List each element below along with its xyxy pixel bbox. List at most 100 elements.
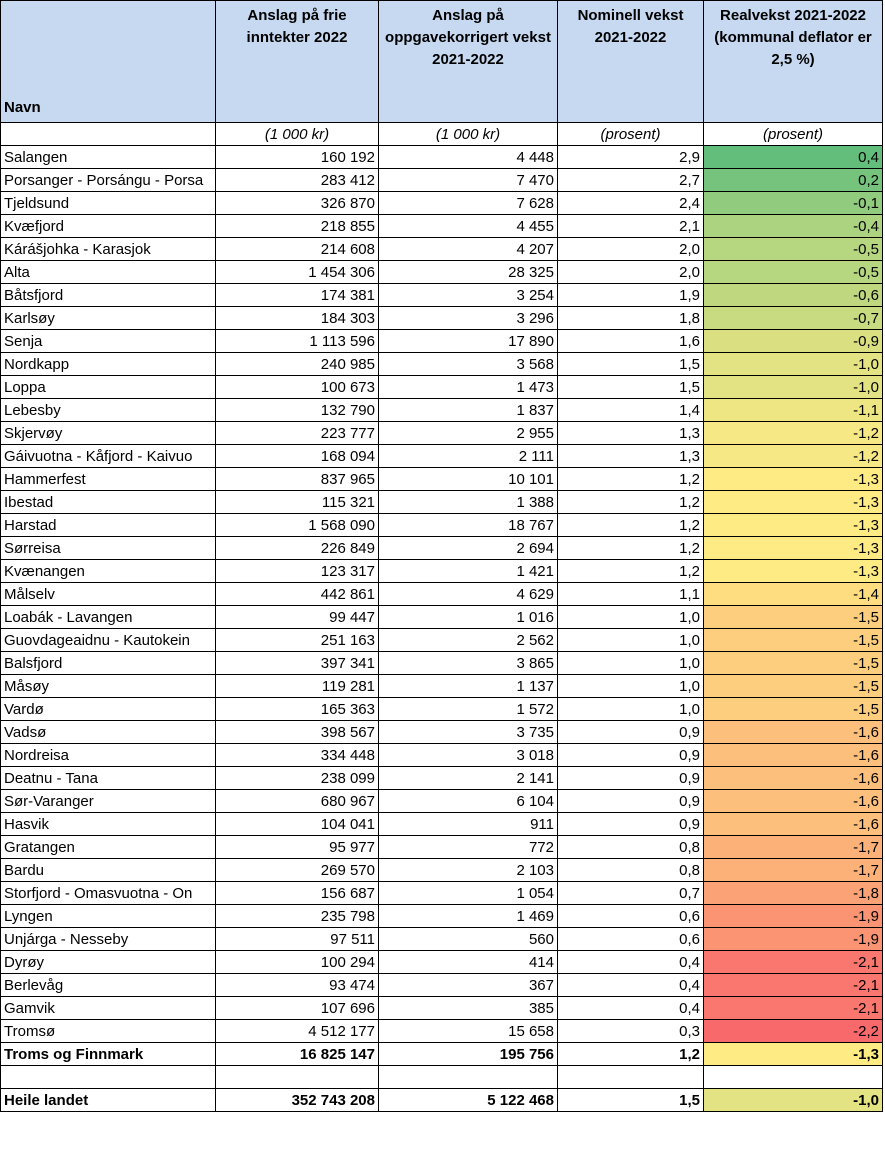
table-cell: 1 113 596 [215,329,379,353]
table-cell: Lebesby [0,398,216,422]
table-cell: 235 798 [215,904,379,928]
data-row: Hammerfest 837 965 10 101 1,2 -1,3 [0,467,883,491]
table-cell: 1,2 [557,559,704,583]
table-cell: 2,0 [557,260,704,284]
data-row: Tjeldsund 326 870 7 628 2,4 -0,1 [0,191,883,215]
table-cell: 119 281 [215,674,379,698]
table-cell: 4 448 [378,145,558,169]
data-table: Navn Anslag på frie inntekter 2022 Anslag … [0,0,883,1112]
table-cell: -1,6 [703,812,883,836]
table-cell: Anslag på oppgavekorrigert vekst 2021-20… [378,0,558,123]
table-cell: -2,1 [703,973,883,997]
data-row: Storfjord - Omasvuotna - On 156 687 1 054 0… [0,881,883,905]
table-cell: 0,9 [557,743,704,767]
table-cell: 1,3 [557,421,704,445]
table-cell: Skjervøy [0,421,216,445]
table-cell: -1,3 [703,559,883,583]
table-cell: 1 388 [378,490,558,514]
data-row: Kárášjohka - Karasjok 214 608 4 207 2,0 -0,5 [0,237,883,261]
table-cell: Gratangen [0,835,216,859]
table-cell: 132 790 [215,398,379,422]
table-cell: -1,5 [703,651,883,675]
table-cell: 4 512 177 [215,1019,379,1043]
table-cell: 0,6 [557,927,704,951]
table-cell: 1,0 [557,674,704,698]
data-row: Karlsøy 184 303 3 296 1,8 -0,7 [0,306,883,330]
table-cell: 0,9 [557,720,704,744]
data-row: Loppa 100 673 1 473 1,5 -1,0 [0,375,883,399]
table-cell: Loabák - Lavangen [0,605,216,629]
table-cell: 837 965 [215,467,379,491]
table-cell: 1,2 [557,513,704,537]
table-cell: 0,4 [557,950,704,974]
table-cell: 1,0 [557,628,704,652]
table-cell: Guovdageaidnu - Kautokein [0,628,216,652]
table-cell: -1,7 [703,835,883,859]
table-cell: Harstad [0,513,216,537]
table-cell: 226 849 [215,536,379,560]
table-cell: 4 207 [378,237,558,261]
total-row: Troms og Finnmark 16 825 147 195 756 1,2 -1,… [0,1042,883,1066]
table-cell: Hammerfest [0,467,216,491]
units-row: (1 000 kr) (1 000 kr) (prosent) (prosent) [0,122,883,146]
table-cell: -1,6 [703,766,883,790]
table-cell: 18 767 [378,513,558,537]
table-cell: 1,2 [557,490,704,514]
table-cell: Berlevåg [0,973,216,997]
table-cell: 2 141 [378,766,558,790]
table-cell: 0,8 [557,835,704,859]
table-cell: 107 696 [215,996,379,1020]
table-cell: 0,4 [557,996,704,1020]
table-cell: Unjárga - Nesseby [0,927,216,951]
table-cell: 100 294 [215,950,379,974]
data-row: Nordreisa 334 448 3 018 0,9 -1,6 [0,743,883,767]
table-cell: 283 412 [215,168,379,192]
table-cell: 6 104 [378,789,558,813]
table-cell: -1,1 [703,398,883,422]
table-cell: 168 094 [215,444,379,468]
table-cell: Kárášjohka - Karasjok [0,237,216,261]
data-row: Guovdageaidnu - Kautokein 251 163 2 562 1,0… [0,628,883,652]
table-body: Navn Anslag på frie inntekter 2022 Anslag … [0,0,883,1112]
table-cell: Vadsø [0,720,216,744]
table-cell: -0,4 [703,214,883,238]
table-cell: Salangen [0,145,216,169]
table-cell: -0,5 [703,237,883,261]
table-cell: Kvænangen [0,559,216,583]
table-cell: (prosent) [557,122,704,146]
table-cell: -1,9 [703,927,883,951]
table-cell: 223 777 [215,421,379,445]
table-cell: 17 890 [378,329,558,353]
table-cell: 3 568 [378,352,558,376]
data-row: Lebesby 132 790 1 837 1,4 -1,1 [0,398,883,422]
table-cell: 1 469 [378,904,558,928]
table-cell: 0,9 [557,766,704,790]
table-cell: -0,1 [703,191,883,215]
table-cell: Karlsøy [0,306,216,330]
table-cell: Dyrøy [0,950,216,974]
table-cell: 0,3 [557,1019,704,1043]
table-cell: Alta [0,260,216,284]
table-cell: 1,6 [557,329,704,353]
table-cell: 165 363 [215,697,379,721]
table-cell: 97 511 [215,927,379,951]
table-cell: Ibestad [0,490,216,514]
table-cell: 1 137 [378,674,558,698]
table-cell: 385 [378,996,558,1020]
table-cell: 0,9 [557,812,704,836]
table-cell: Vardø [0,697,216,721]
table-cell: 7 470 [378,168,558,192]
table-cell: Navn [0,0,216,123]
table-cell: -2,2 [703,1019,883,1043]
table-cell: Nominell vekst 2021-2022 [557,0,704,123]
table-cell: 28 325 [378,260,558,284]
table-cell: 104 041 [215,812,379,836]
table-cell: Sørreisa [0,536,216,560]
table-cell: 10 101 [378,467,558,491]
table-cell: 0,7 [557,881,704,905]
table-cell: 174 381 [215,283,379,307]
table-cell: 1,3 [557,444,704,468]
table-cell: 2,7 [557,168,704,192]
table-cell: 1,0 [557,605,704,629]
